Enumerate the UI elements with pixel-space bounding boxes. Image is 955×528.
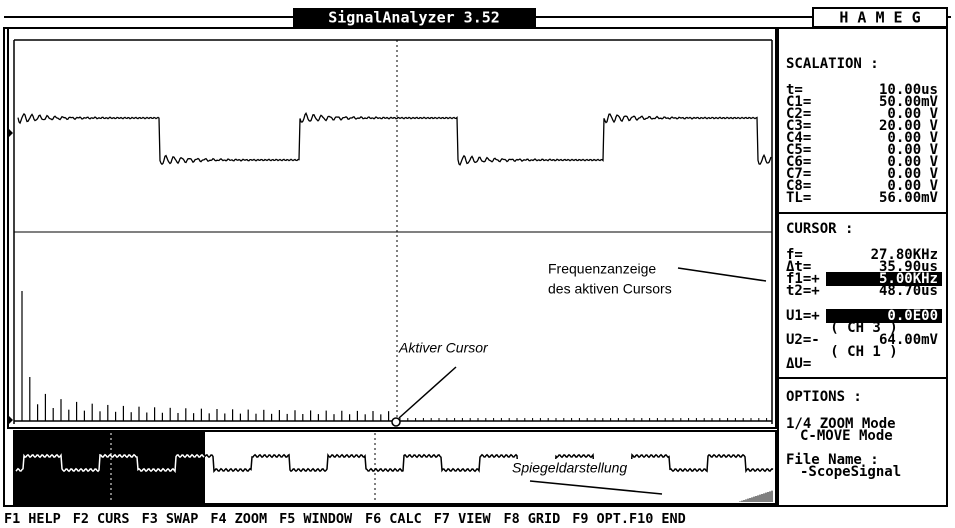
panel-text: SCALATION : t= 10.00us C1= 50.00mV C2= 0.00 V C…	[786, 56, 942, 480]
field-value: 0.00 V	[887, 178, 938, 194]
annotation: Frequenzanzeige	[548, 261, 656, 277]
section-heading: SCALATION :	[786, 56, 879, 72]
title-box	[293, 8, 536, 27]
field-value: 48.70us	[879, 283, 938, 299]
key-label: CALC	[389, 511, 422, 527]
level-marker	[8, 128, 13, 138]
function-key[interactable]: F3 SWAP	[142, 511, 199, 527]
key-name: F7	[434, 511, 450, 527]
value-highlight	[826, 272, 942, 286]
field-label: f=	[786, 247, 803, 263]
field-label: U2=-	[786, 332, 820, 348]
side-panel	[777, 27, 948, 507]
field-label: C7=	[786, 166, 811, 182]
annotation: des aktiven Cursors	[548, 281, 672, 297]
annotation-arrow	[398, 366, 457, 419]
field-label: U1=+	[786, 308, 820, 324]
field-label: TL=	[786, 190, 811, 206]
option-line: -ScopeSignal	[800, 464, 901, 480]
key-name: F9	[572, 511, 588, 527]
function-key[interactable]: F10 END	[629, 511, 686, 527]
field-value: 0.00 V	[887, 130, 938, 146]
field-value: 64.00mV	[879, 332, 939, 348]
key-name: F10	[629, 511, 653, 527]
field-value: 0.00 V	[887, 166, 938, 182]
mirror-zoom-region	[14, 431, 205, 504]
field-value: 27.80KHz	[871, 247, 938, 263]
field-label: C2=	[786, 106, 811, 122]
function-key[interactable]: F7 VIEW	[434, 511, 492, 527]
key-label: GRID	[528, 511, 561, 527]
scope-frame	[7, 27, 777, 429]
option-line: C-MOVE Mode	[800, 428, 893, 444]
field-value: 5.00KHz	[879, 271, 938, 287]
field-label: Δt=	[786, 259, 811, 275]
function-key[interactable]: F5 WINDOW	[279, 511, 353, 527]
option-line: File Name :	[786, 452, 879, 468]
app-title: SignalAnalyzer 3.52	[328, 9, 500, 27]
signal-trace	[17, 111, 772, 166]
annotation: Aktiver Cursor	[398, 340, 489, 356]
key-label: END	[661, 511, 685, 527]
annotation-arrow	[529, 480, 663, 495]
key-label: CURS	[97, 511, 130, 527]
brand: H A M E G	[839, 9, 920, 27]
key-label: SWAP	[166, 511, 199, 527]
channel: ( CH 1 )	[830, 344, 897, 360]
key-name: F5	[279, 511, 295, 527]
key-label: HELP	[28, 511, 61, 527]
function-key[interactable]: F2 CURS	[73, 511, 130, 527]
annotation: Spiegeldarstellung	[512, 460, 627, 476]
cursor-handle[interactable]	[391, 417, 401, 427]
key-name: F2	[73, 511, 89, 527]
key-label: OPT.	[597, 511, 630, 527]
field-value: 56.00mV	[879, 190, 939, 206]
option-line: 1/4 ZOOM Mode	[786, 416, 896, 432]
function-key[interactable]: F4 ZOOM	[210, 511, 267, 527]
mirror-trace	[204, 452, 774, 474]
key-name: F1	[4, 511, 20, 527]
mirror-trace	[15, 453, 205, 474]
field-value: 35.90us	[879, 259, 938, 275]
field-value: 0.0E00	[887, 308, 938, 324]
key-label: VIEW	[458, 511, 491, 527]
function-key[interactable]: F6 CALC	[365, 511, 422, 527]
field-label: ΔU=	[786, 356, 811, 372]
function-key[interactable]: F1 HELP	[4, 511, 61, 527]
field-label: f1=+	[786, 271, 820, 287]
field-label: C6=	[786, 154, 811, 170]
function-key-bar: F1 HELP F2 CURS F3 SWAP F4 ZOOM F5 WINDOW F6 CALC F7…	[4, 511, 686, 527]
field-value: 0.00 V	[887, 106, 938, 122]
annotation-arrow	[677, 267, 767, 282]
value-highlight	[826, 309, 942, 323]
field-label: C5=	[786, 142, 811, 158]
field-label: C3=	[786, 118, 811, 134]
key-label: WINDOW	[303, 511, 353, 527]
channel: ( CH 3 )	[830, 320, 897, 336]
key-name: F6	[365, 511, 381, 527]
field-value: 0.00 V	[887, 142, 938, 158]
key-name: F4	[210, 511, 226, 527]
section-heading: OPTIONS :	[786, 389, 862, 405]
field-label: C1=	[786, 94, 811, 110]
level-marker	[8, 415, 13, 425]
field-value: 0.00 V	[887, 154, 938, 170]
field-label: t2=+	[786, 283, 820, 299]
key-name: F8	[503, 511, 519, 527]
field-label: t=	[786, 82, 803, 98]
key-label: ZOOM	[235, 511, 268, 527]
field-value: 20.00 V	[879, 118, 939, 134]
field-label: C4=	[786, 130, 811, 146]
field-value: 10.00us	[879, 82, 938, 98]
annotation-bg	[508, 459, 648, 479]
function-key[interactable]: F9 OPT.	[572, 511, 629, 527]
function-key[interactable]: F8 GRID	[503, 511, 560, 527]
key-name: F3	[142, 511, 158, 527]
field-label: C8=	[786, 178, 811, 194]
field-value: 50.00mV	[879, 94, 939, 110]
section-heading: CURSOR :	[786, 221, 853, 237]
